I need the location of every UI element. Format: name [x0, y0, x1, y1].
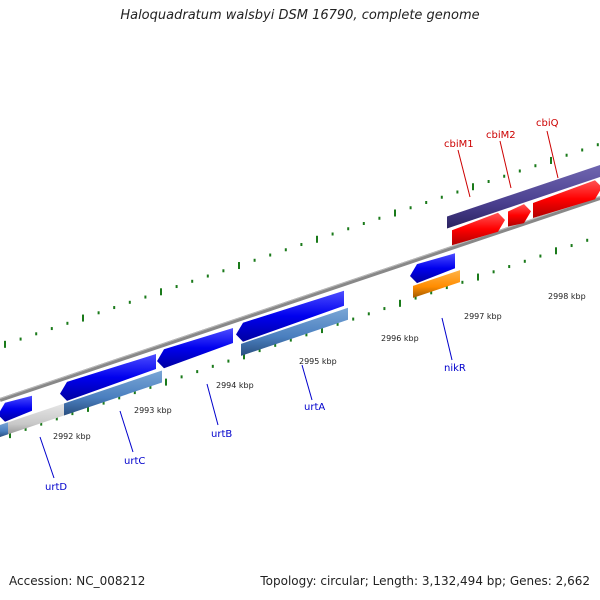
gene-leader-nikR — [441, 317, 453, 361]
gene-label-urtA: urtA — [304, 402, 325, 413]
forward-cds-2 — [533, 180, 600, 218]
genome-stats: Topology: circular; Length: 3,132,494 bp… — [260, 574, 590, 588]
inner-tick-ring — [9, 238, 589, 439]
tick-label-5: 2997 kbp — [464, 312, 502, 321]
gene-leader-urtB — [206, 383, 219, 426]
cds-features — [0, 180, 600, 422]
tick-label-4: 2996 kbp — [381, 334, 419, 343]
gene-label-urtC: urtC — [124, 456, 145, 467]
tick-label-2: 2994 kbp — [216, 381, 254, 390]
blast-hit-steel-urtc — [64, 370, 162, 416]
reverse-cds-0 — [0, 395, 32, 422]
gene-label-cbiQ: cbiQ — [536, 118, 559, 129]
map-title: Haloquadratum walsbyi DSM 16790, complet… — [120, 8, 480, 23]
blast-hit-purple-cbi — [447, 165, 600, 229]
gene-label-urtB: urtB — [211, 429, 232, 440]
gene-leader-urtA — [301, 364, 313, 401]
reverse-cds-3 — [236, 290, 344, 342]
gene-leader-urtC — [119, 410, 134, 453]
gene-label-urtD: urtD — [45, 482, 67, 493]
gene-leader-cbiM2 — [499, 140, 512, 189]
reverse-cds-4 — [410, 253, 455, 284]
outer-tick-ring — [4, 143, 599, 348]
blast-ring — [0, 165, 600, 438]
tick-label-0: 2992 kbp — [53, 432, 91, 441]
gene-label-cbiM1: cbiM1 — [444, 139, 474, 150]
forward-cds-0 — [452, 212, 505, 246]
tick-label-6: 2998 kbp — [548, 292, 586, 301]
backbone-highlight — [0, 196, 600, 399]
blast-hit-steel-urta — [241, 307, 348, 356]
blast-hit-steel-left — [0, 422, 8, 437]
blast-hit-grey — [0, 403, 64, 438]
gene-label-cbiM2: cbiM2 — [486, 130, 516, 141]
tick-label-1: 2993 kbp — [134, 406, 172, 415]
tick-labels: 2992 kbp 2993 kbp 2994 kbp 2995 kbp 2996 kbp… — [53, 292, 586, 441]
backbone — [0, 196, 600, 402]
accession-label: Accession: NC_008212 — [9, 574, 146, 588]
gene-label-nikR: nikR — [444, 363, 466, 374]
forward-cds-1 — [508, 204, 531, 227]
gene-leader-urtD — [39, 436, 55, 479]
blast-hit-orange-nikr — [413, 270, 460, 298]
reverse-cds-1 — [60, 354, 156, 401]
gene-leader-cbiQ — [546, 130, 559, 179]
gene-labels: urtD urtC urtB urtA nikR cbiM1 cbiM2 cbiQ — [39, 118, 559, 493]
backbone-line — [0, 196, 600, 402]
gene-leader-cbiM1 — [457, 149, 471, 198]
tick-label-3: 2995 kbp — [299, 357, 337, 366]
reverse-cds-2 — [157, 328, 233, 369]
